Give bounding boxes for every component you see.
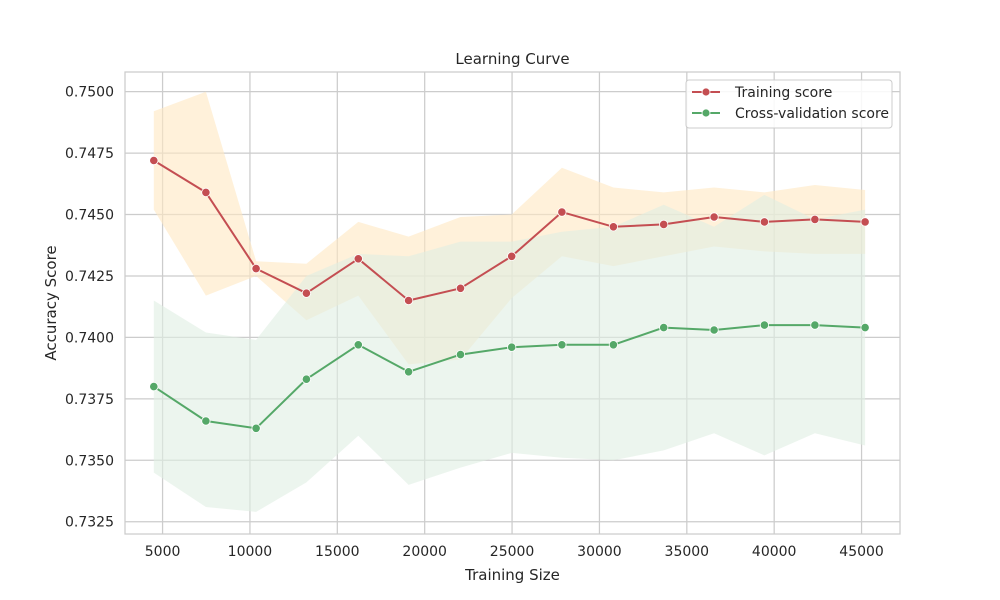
y-tick-label: 0.7500 bbox=[65, 85, 114, 101]
y-tick-label: 0.7400 bbox=[65, 330, 114, 346]
point-training-score bbox=[251, 263, 261, 274]
x-tick-label: 35000 bbox=[665, 544, 710, 560]
y-tick-label: 0.7350 bbox=[65, 453, 114, 469]
point-cross-validation-score bbox=[251, 423, 261, 433]
x-tick-label: 10000 bbox=[228, 544, 273, 560]
legend-label-training-score: Training score bbox=[734, 85, 832, 101]
point-cross-validation-score bbox=[149, 381, 159, 392]
point-training-score bbox=[353, 254, 363, 264]
y-tick-label: 0.7425 bbox=[65, 269, 114, 285]
chart-title: Learning Curve bbox=[455, 50, 569, 68]
y-tick-labels: 0.7325 0.7350 0.7375 0.7400 0.7425 0.7450 0.74… bbox=[65, 85, 114, 531]
x-tick-label: 25000 bbox=[490, 544, 535, 560]
legend-marker-training-score bbox=[701, 87, 711, 97]
point-cross-validation-score bbox=[659, 322, 669, 333]
point-cross-validation-score bbox=[353, 340, 363, 350]
band-cross-validation-score bbox=[153, 194, 866, 512]
point-cross-validation-score bbox=[507, 342, 517, 352]
point-cross-validation-score bbox=[301, 374, 311, 384]
y-tick-label: 0.7450 bbox=[65, 208, 114, 224]
point-training-score bbox=[507, 251, 517, 261]
point-cross-validation-score bbox=[608, 340, 619, 350]
point-training-score bbox=[759, 217, 770, 227]
x-tick-label: 45000 bbox=[839, 544, 884, 560]
point-training-score bbox=[659, 219, 669, 229]
point-cross-validation-score bbox=[860, 322, 870, 333]
point-training-score bbox=[149, 155, 159, 166]
point-training-score bbox=[455, 283, 466, 293]
x-tick-label: 40000 bbox=[752, 544, 797, 560]
legend-frame bbox=[685, 79, 893, 129]
point-cross-validation-score bbox=[709, 325, 719, 335]
x-tick-label: 15000 bbox=[315, 544, 360, 560]
point-training-score bbox=[810, 214, 820, 224]
x-axis-label: Training Size bbox=[464, 566, 560, 584]
plot-frame bbox=[124, 71, 901, 535]
y-tick-label: 0.7325 bbox=[65, 515, 114, 531]
x-tick-labels: 5000 10000 15000 20000 25000 30000 35000 40000 4… bbox=[145, 544, 884, 560]
point-training-score bbox=[201, 187, 211, 197]
point-training-score bbox=[608, 222, 619, 232]
point-cross-validation-score bbox=[557, 340, 567, 350]
legend-label-cross-validation-score: Cross-validation score bbox=[735, 106, 889, 122]
point-cross-validation-score bbox=[810, 320, 820, 330]
legend-marker-cross-validation-score bbox=[701, 108, 711, 118]
y-axis-label: Accuracy Score bbox=[42, 245, 60, 360]
y-tick-label: 0.7375 bbox=[65, 392, 114, 408]
x-tick-label: 30000 bbox=[577, 544, 622, 560]
x-tick-label: 5000 bbox=[145, 544, 181, 560]
point-training-score bbox=[557, 207, 567, 217]
legend: Training score Cross-validation score bbox=[685, 79, 893, 129]
point-training-score bbox=[301, 288, 311, 298]
point-training-score bbox=[709, 212, 719, 222]
x-tick-label: 20000 bbox=[402, 544, 447, 560]
confidence-bands bbox=[153, 91, 866, 512]
series-markers bbox=[149, 155, 870, 433]
point-cross-validation-score bbox=[201, 416, 211, 426]
point-training-score bbox=[860, 217, 870, 227]
point-cross-validation-score bbox=[759, 320, 770, 330]
point-training-score bbox=[403, 295, 414, 306]
y-tick-label: 0.7475 bbox=[65, 146, 114, 162]
point-cross-validation-score bbox=[455, 349, 466, 360]
point-cross-validation-score bbox=[403, 367, 414, 377]
